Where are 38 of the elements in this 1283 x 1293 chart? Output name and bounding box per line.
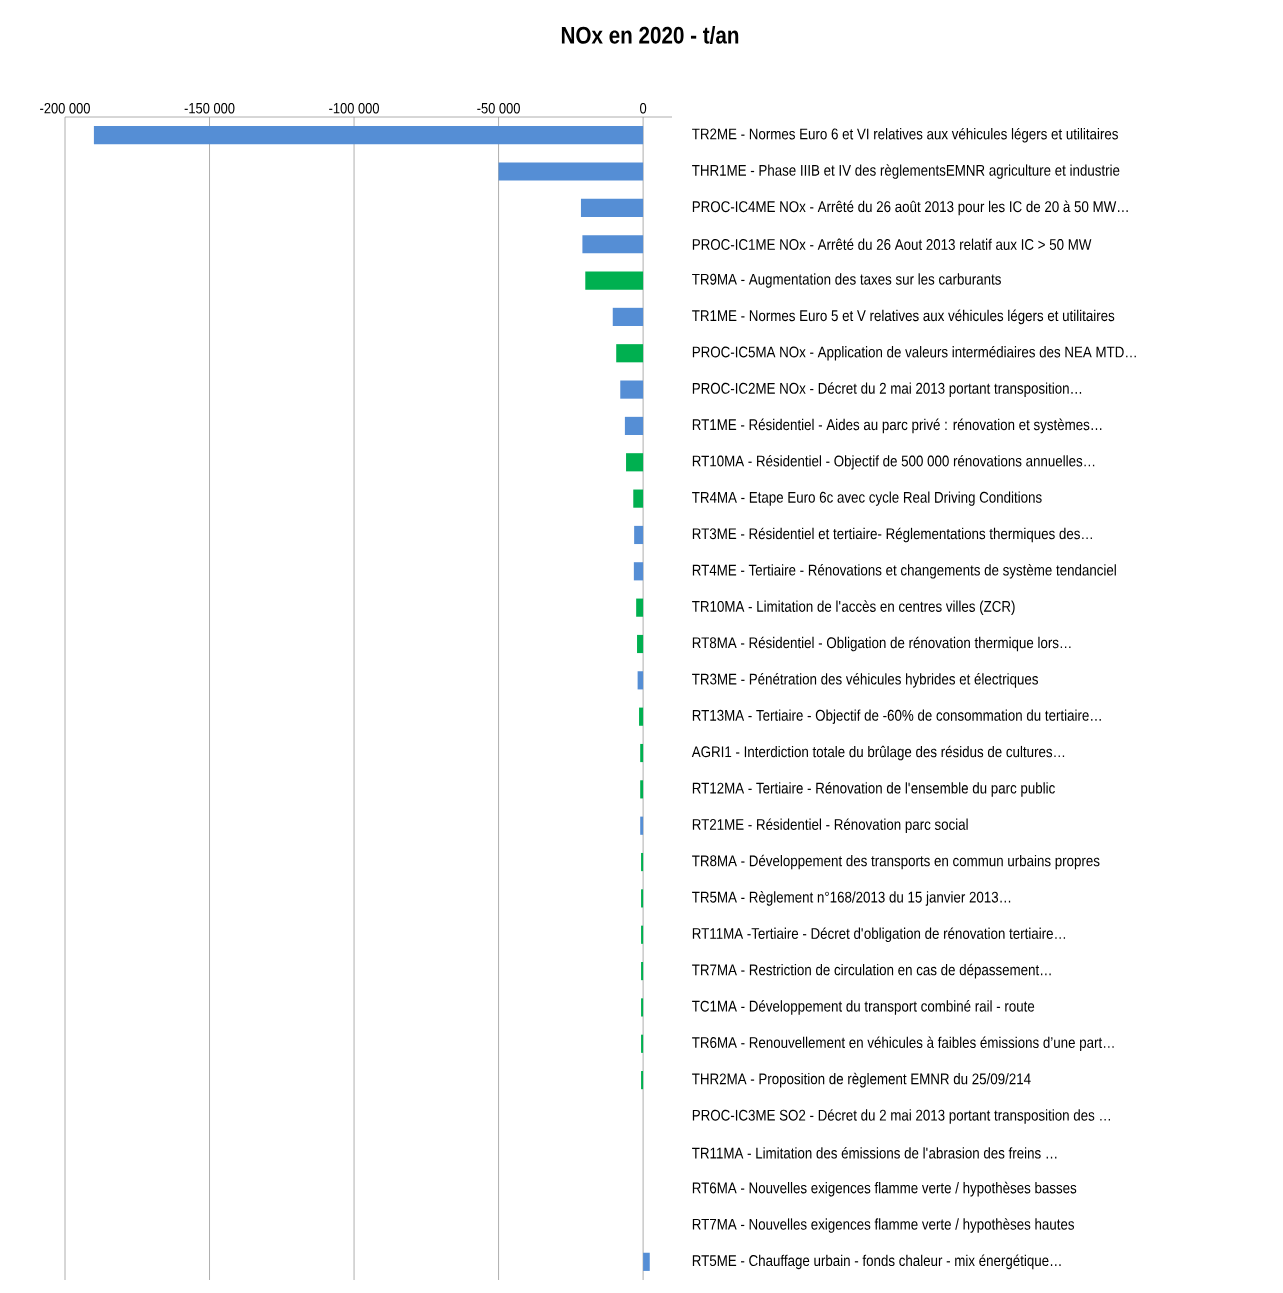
y-tick-label: RT7MA - Nouvelles exigences flamme verte / hypothèses hautes	[692, 1218, 1075, 1233]
y-tick-label: RT12MA - Tertiaire - Rénovation de l'ensemble du parc public	[692, 782, 1055, 797]
y-tick-label: RT4ME - Tertiaire - Rénovations et changements de système tendanciel	[692, 564, 1116, 579]
x-tick-label: -100 000	[329, 102, 379, 114]
y-tick-label: TR11MA - Limitation des émissions de l'abrasion des freins …	[692, 1147, 1057, 1159]
y-tick-label: AGRI1 - Interdiction totale du brûlage des résidus de cultures…	[691, 745, 1065, 761]
x-tick-label: -50 000	[477, 102, 520, 114]
y-tick-label: TR1ME - Normes Euro 5 et V relatives aux véhicules légers et utilitaires	[692, 309, 1115, 325]
x-tick-label: 0	[640, 102, 647, 114]
y-tick-label: TR6MA - Renouvellement en véhicules à faibles émissions d’une part…	[692, 1036, 1114, 1052]
y-tick-label: PROC-IC2ME NOx - Décret du 2 mai 2013 portant transposition…	[692, 382, 1082, 397]
y-tick-label: TR5MA - Règlement n°168/2013 du 15 janvier 2013…	[692, 891, 1011, 906]
y-tick-label: TR10MA - Limitation de l'accès en centres villes (ZCR)	[692, 600, 1015, 615]
y-tick-label: THR2MA - Proposition de règlement EMNR du 25/09/214	[692, 1072, 1031, 1088]
y-tick-label: TR8MA - Développement des transports en commun urbains propres	[692, 854, 1100, 870]
y-tick-label: RT11MA -Tertiaire - Décret d'obligation de rénovation tertiaire…	[692, 927, 1066, 943]
y-tick-label: RT10MA - Résidentiel - Objectif de 500 000 rénovations annuelles…	[692, 454, 1095, 470]
y-tick-label: PROC-IC3ME SO2 - Décret du 2 mai 2013 portant transposition des …	[692, 1109, 1110, 1124]
chart-title: NOx en 2020 - t/an	[561, 26, 739, 44]
y-tick-label: PROC-IC5MA NOx - Application de valeurs intermédiaires des NEA MTD…	[692, 345, 1136, 361]
y-tick-label: THR1ME - Phase IIIB et IV des règlementsEMNR agriculture et industrie	[692, 164, 1120, 179]
y-tick-label: RT6MA - Nouvelles exigences flamme verte / hypothèses basses	[692, 1181, 1077, 1197]
y-tick-label: RT1ME - Résidentiel - Aides au parc privé : rénovation et systèmes…	[692, 418, 1102, 434]
y-tick-label: TR4MA - Etape Euro 6c avec cycle Real Driving Conditions	[692, 491, 1042, 506]
y-tick-label: TR9MA - Augmentation des taxes sur les carburants	[692, 273, 1001, 288]
y-tick-label: PROC-IC4ME NOx - Arrêté du 26 août 2013 pour les IC de 20 à 50 MW…	[692, 200, 1128, 216]
y-tick-label: TR2ME - Normes Euro 6 et VI relatives aux véhicules légers et utilitaires	[692, 127, 1118, 143]
x-tick-label: -150 000	[184, 102, 235, 114]
x-tick-label: -200 000	[40, 102, 90, 114]
y-tick-label: RT21ME - Résidentiel - Rénovation parc social	[692, 818, 968, 834]
y-tick-label: RT8MA - Résidentiel - Obligation de rénovation thermique lors…	[692, 636, 1071, 652]
y-tick-label: TC1MA - Développement du transport combiné rail - route	[692, 1000, 1035, 1015]
y-tick-label: TR7MA - Restriction de circulation en cas de dépassement…	[692, 963, 1051, 979]
y-tick-label: PROC-IC1ME NOx - Arrêté du 26 Aout 2013 relatif aux IC > 50 MW	[692, 238, 1092, 250]
y-tick-label: TR3ME - Pénétration des véhicules hybrides et électriques	[692, 673, 1038, 688]
y-tick-label: RT13MA - Tertiaire - Objectif de -60% de consommation du tertiaire…	[692, 709, 1101, 724]
y-tick-label: RT5ME - Chauffage urbain - fonds chaleur - mix énergétique…	[692, 1254, 1061, 1270]
y-tick-label: RT3ME - Résidentiel et tertiaire- Réglementations thermiques des…	[692, 527, 1092, 543]
